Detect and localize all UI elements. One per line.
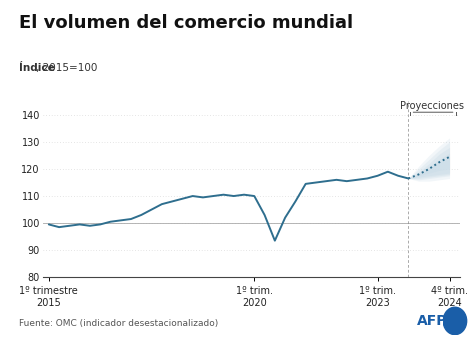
Circle shape	[443, 307, 466, 335]
Text: , 2015=100: , 2015=100	[36, 63, 97, 73]
Text: Índice: Índice	[19, 63, 55, 73]
Text: Fuente: OMC (indicador desestacionalizado): Fuente: OMC (indicador desestacionalizad…	[19, 319, 218, 328]
Text: AFP: AFP	[417, 314, 447, 328]
Text: El volumen del comercio mundial: El volumen del comercio mundial	[19, 14, 353, 31]
Text: Proyecciones: Proyecciones	[400, 101, 464, 111]
